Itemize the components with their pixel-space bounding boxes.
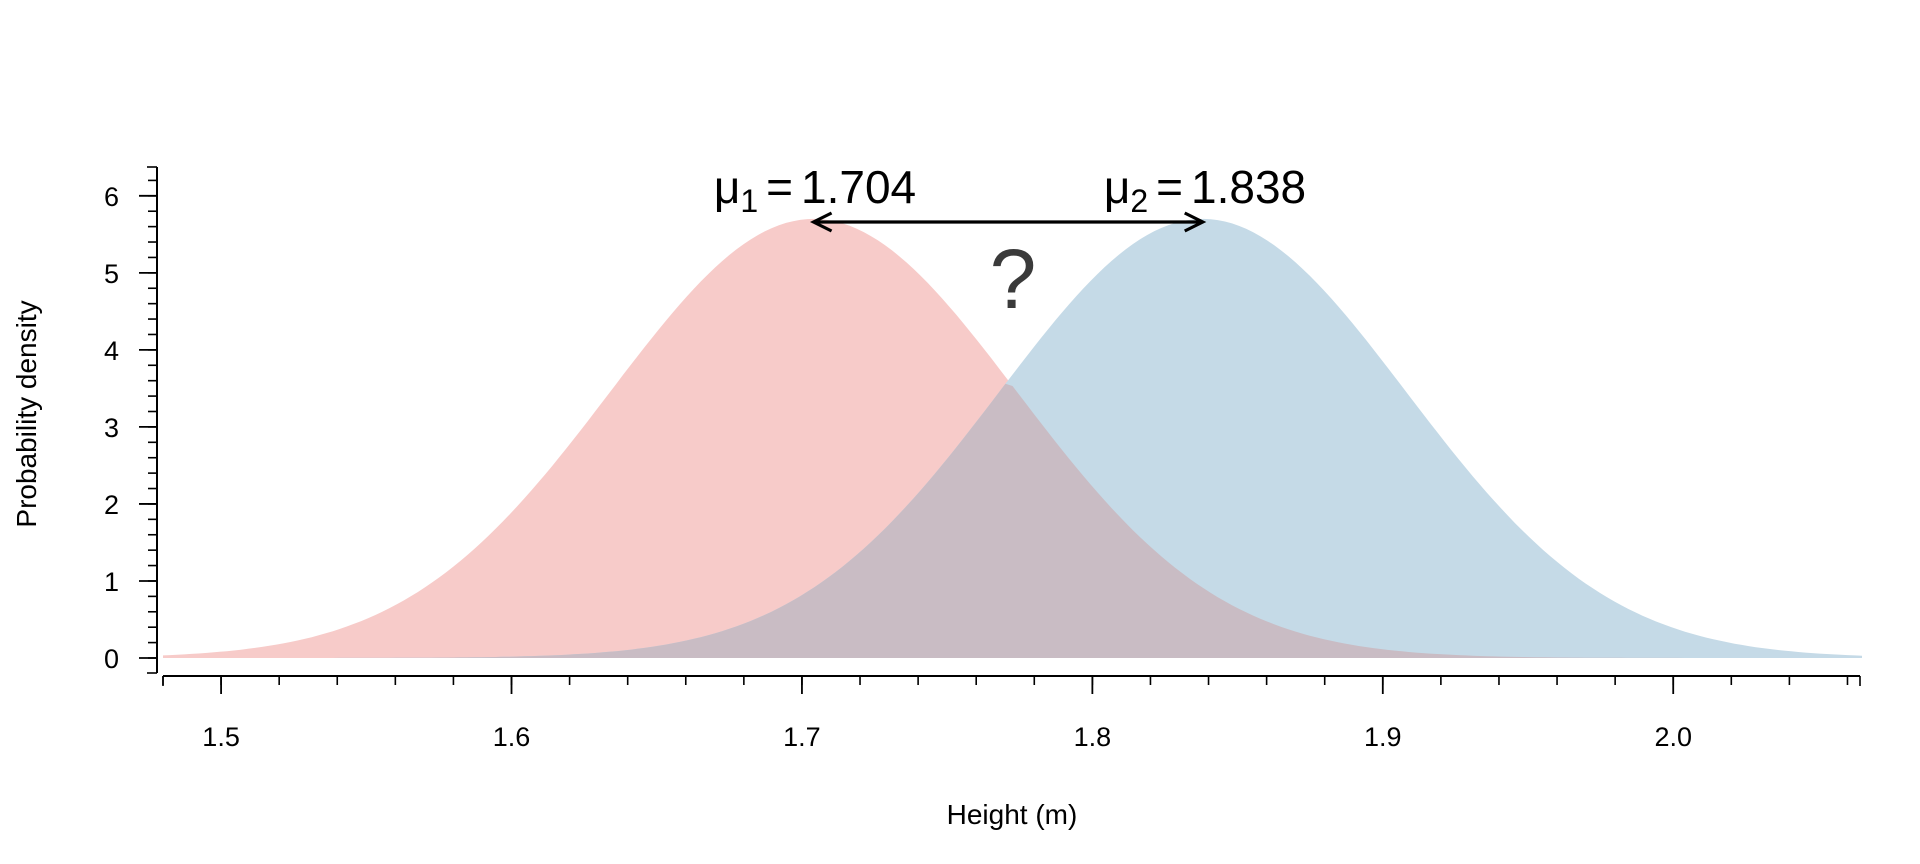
mu2-label: μ2 = 1.838 — [1104, 161, 1306, 219]
density-areas — [163, 218, 1862, 658]
mu2-label-equals: = — [1156, 161, 1183, 213]
y-tick-label: 1 — [104, 567, 119, 597]
mu1-label: μ1 = 1.704 — [714, 161, 916, 219]
annotations: μ1 = 1.704 μ2 = 1.838? — [714, 161, 1306, 326]
mu2-label-subscript: 2 — [1130, 183, 1148, 219]
arrowhead-left — [809, 211, 833, 233]
arrowhead-right — [1184, 211, 1207, 233]
y-tick-label: 3 — [104, 413, 119, 443]
y-tick-label: 5 — [104, 259, 119, 289]
y-tick-label: 4 — [104, 336, 119, 366]
mu1-label-equals: = — [766, 161, 793, 213]
x-tick-label: 2.0 — [1654, 722, 1692, 752]
mu1-label-subscript: 1 — [740, 183, 758, 219]
y-tick-label: 2 — [104, 490, 119, 520]
question-mark: ? — [990, 232, 1037, 326]
y-axis-title: Probability density — [11, 300, 42, 527]
density-overlap-area — [163, 383, 1862, 658]
x-tick-label: 1.7 — [783, 722, 821, 752]
mu2-label-value: 1.838 — [1191, 161, 1306, 213]
mu1-label-symbol: μ — [714, 161, 741, 213]
mu2-label-symbol: μ — [1104, 161, 1131, 213]
x-tick-label: 1.8 — [1074, 722, 1112, 752]
x-tick-label: 1.9 — [1364, 722, 1402, 752]
x-tick-label: 1.6 — [493, 722, 531, 752]
x-axis-title: Height (m) — [947, 799, 1078, 830]
mu1-label-value: 1.704 — [801, 161, 916, 213]
axes: 1.5 1.6 1.7 1.8 1.9 2.0 0 1 2 3 4 5 6 — [104, 166, 1861, 752]
y-tick-label: 6 — [104, 182, 119, 212]
x-tick-label: 1.5 — [202, 722, 240, 752]
y-tick-label: 0 — [104, 644, 119, 674]
